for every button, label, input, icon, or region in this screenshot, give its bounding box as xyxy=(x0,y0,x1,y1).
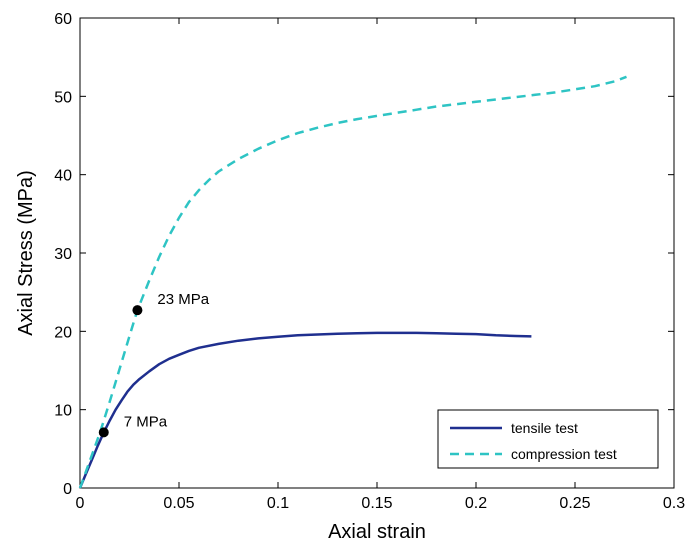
legend: tensile test compression test xyxy=(437,409,659,469)
x-tick-label: 0.3 xyxy=(663,495,685,512)
y-axis-label: Axial Stress (MPa) xyxy=(15,170,37,336)
y-tick-label: 20 xyxy=(54,324,72,341)
legend-box xyxy=(437,409,659,469)
legend-label-compression: compression test xyxy=(511,446,617,462)
x-tick-label: 0 xyxy=(76,495,85,512)
annotation-layer: 7 MPa 23 MPa xyxy=(98,291,210,438)
series-line-tensile-test xyxy=(78,331,532,489)
y-tick-label: 40 xyxy=(54,168,72,185)
annotation-marker xyxy=(98,427,109,438)
x-tick-label: 0.2 xyxy=(465,495,487,512)
x-tick-label: 0.05 xyxy=(163,495,194,512)
annotation-label: 7 MPa xyxy=(124,413,168,430)
y-tick-label: 50 xyxy=(54,89,72,106)
legend-label-tensile: tensile test xyxy=(511,420,578,436)
ticks: 0 0.05 0.1 0.15 0.2 0.25 0.3 0 10 20 30 40 50 60 xyxy=(54,11,685,512)
x-tick-label: 0.15 xyxy=(361,495,392,512)
y-tick-label: 10 xyxy=(54,403,72,420)
annotation-marker xyxy=(132,305,143,316)
x-axis-label: Axial strain xyxy=(328,521,426,543)
y-tick-label: 60 xyxy=(54,11,72,28)
y-tick-label: 30 xyxy=(54,246,72,263)
x-tick-label: 0.25 xyxy=(559,495,590,512)
x-tick-label: 0.1 xyxy=(267,495,289,512)
y-tick-label: 0 xyxy=(63,481,72,498)
annotation-label: 23 MPa xyxy=(157,291,209,308)
